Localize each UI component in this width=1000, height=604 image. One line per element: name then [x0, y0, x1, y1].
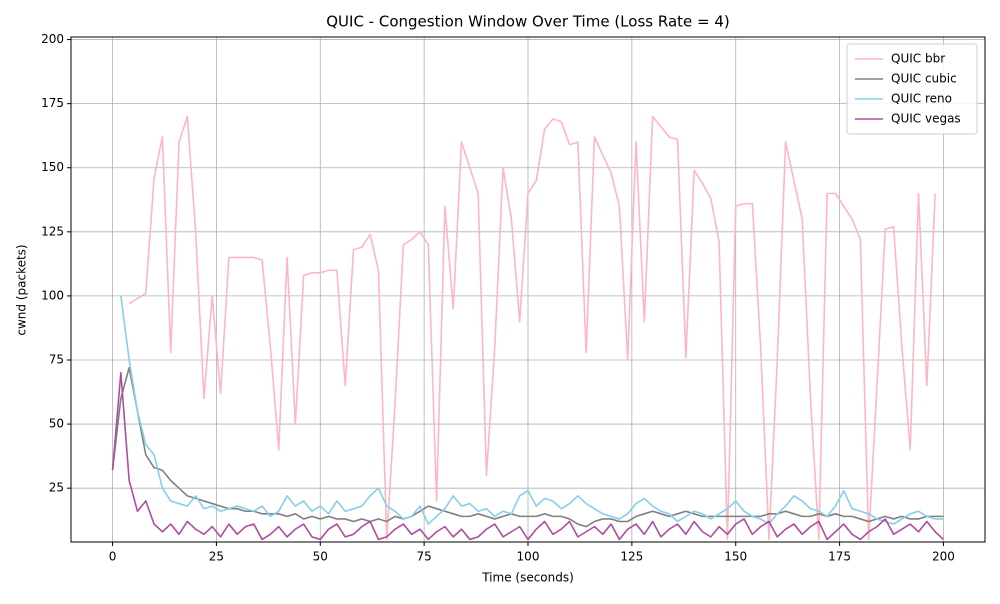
- x-tick-label: 25: [209, 550, 224, 564]
- legend-box: [846, 43, 978, 135]
- legend-label: QUIC reno: [891, 92, 952, 106]
- x-tick-label: 125: [620, 550, 643, 564]
- y-tick-label: 175: [41, 96, 64, 110]
- x-tick-label: 100: [517, 550, 540, 564]
- series-line: [111, 366, 944, 528]
- legend-label: QUIC cubic: [891, 72, 957, 86]
- x-tick-label: 50: [313, 550, 328, 564]
- plot-lines: [111, 115, 944, 541]
- legend-label: QUIC bbr: [891, 52, 945, 66]
- x-axis-label: Time (seconds): [481, 571, 574, 585]
- legend: QUIC bbr QUIC cubic QUIC reno QUIC vegas: [846, 43, 978, 135]
- y-axis-label: cwnd (packets): [15, 244, 29, 335]
- x-tick-label: 175: [828, 550, 851, 564]
- series-line: [120, 295, 944, 525]
- chart-title: QUIC - Congestion Window Over Time (Loss…: [326, 13, 730, 31]
- series-line: [111, 372, 944, 541]
- y-tick-label: 50: [49, 417, 64, 431]
- legend-label: QUIC vegas: [891, 112, 961, 126]
- y-tick-label: 125: [41, 224, 64, 238]
- series-line: [128, 115, 936, 541]
- y-tick-label: 25: [49, 481, 64, 495]
- x-tick-label: 75: [416, 550, 431, 564]
- y-tick-label: 150: [41, 160, 64, 174]
- x-tick-label: 200: [932, 550, 955, 564]
- y-tick-label: 100: [41, 288, 64, 302]
- x-tick-label: 0: [109, 550, 117, 564]
- y-tick-label: 75: [49, 352, 64, 366]
- y-tick-label: 200: [41, 32, 64, 46]
- x-tick-label: 150: [724, 550, 747, 564]
